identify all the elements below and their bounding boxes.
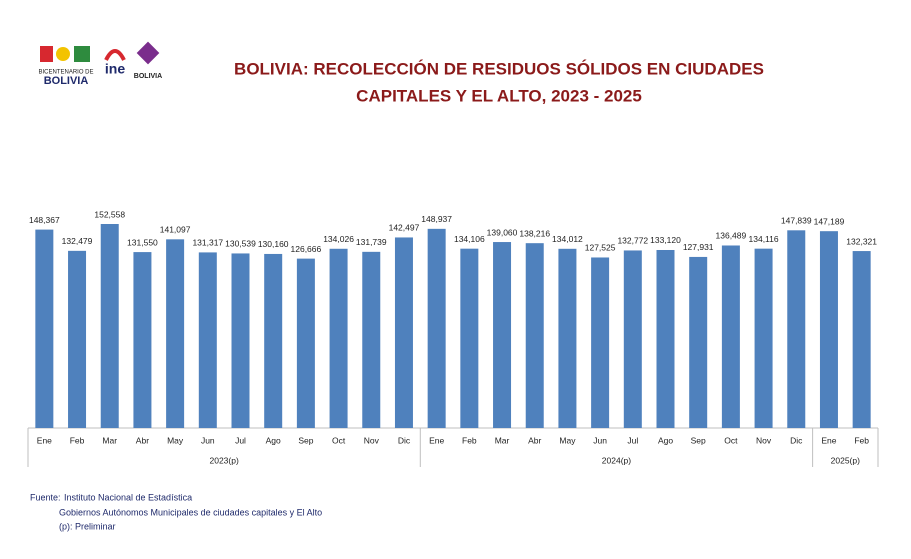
logo-text: BICENTENARIO DE: [38, 70, 93, 76]
bar: [198, 252, 217, 428]
source-text: Instituto Nacional de Estadística: [64, 492, 192, 502]
logo-block: [74, 46, 90, 62]
bar: [166, 239, 185, 428]
bar: [35, 229, 54, 428]
bar: [362, 251, 381, 428]
logo-arc: [104, 49, 126, 61]
bar: [68, 250, 87, 428]
value-label: 130,539: [225, 239, 256, 249]
x-tick-label: Ene: [429, 435, 444, 445]
value-label: 132,479: [62, 236, 93, 246]
bar: [427, 228, 446, 428]
bar: [133, 252, 152, 428]
bar: [623, 250, 642, 428]
x-tick-label: Sep: [691, 435, 706, 445]
x-tick-label: Oct: [332, 435, 346, 445]
x-tick-label: Ago: [266, 435, 281, 445]
bar: [656, 249, 675, 428]
x-tick-label: Abr: [528, 435, 541, 445]
bar: [721, 245, 740, 428]
x-tick-label: Mar: [495, 435, 510, 445]
value-label: 132,772: [617, 236, 648, 246]
value-label: 134,026: [323, 234, 354, 244]
value-label: 134,106: [454, 234, 485, 244]
x-tick-label: May: [167, 435, 184, 445]
bar: [754, 248, 773, 428]
value-label: 127,931: [683, 242, 714, 252]
value-label: 142,497: [389, 223, 420, 233]
x-tick-label: Nov: [756, 435, 772, 445]
value-label: 133,120: [650, 235, 681, 245]
value-label: 134,012: [552, 234, 583, 244]
value-label: 131,550: [127, 237, 158, 247]
value-label: 136,489: [716, 231, 747, 241]
x-tick-label: Jul: [627, 435, 638, 445]
bar: [100, 224, 119, 428]
bar: [264, 253, 283, 428]
bar: [231, 253, 250, 428]
chart-title: BOLIVIA: RECOLECCIÓN DE RESIDUOS SÓLIDOS…: [234, 59, 764, 78]
logo-text: BOLIVIA: [44, 75, 89, 87]
x-tick-label: Nov: [364, 435, 380, 445]
x-tick-label: Feb: [70, 435, 85, 445]
x-tick-label: Feb: [462, 435, 477, 445]
group-label: 2023(p): [209, 455, 238, 465]
bar: [558, 248, 577, 428]
source-text: Gobiernos Autónomos Municipales de ciuda…: [59, 507, 322, 517]
chart-title: CAPITALES Y EL ALTO, 2023 - 2025: [356, 86, 642, 105]
bar: [329, 248, 348, 428]
logos: BICENTENARIO DE BOLIVIA ine BOLIVIA: [38, 41, 162, 87]
value-label: 138,216: [519, 228, 550, 238]
value-label: 126,666: [291, 244, 322, 254]
x-tick-label: Ene: [821, 435, 836, 445]
x-tick-label: Oct: [724, 435, 738, 445]
logo-block: [40, 46, 53, 62]
logo-text: ine: [105, 61, 125, 77]
x-tick-label: Jun: [201, 435, 215, 445]
x-tick-label: Jun: [593, 435, 607, 445]
bar: [460, 248, 479, 428]
group-label: 2024(p): [602, 455, 631, 465]
x-tick-label: Feb: [854, 435, 869, 445]
x-tick-label: Ago: [658, 435, 673, 445]
group-label: 2025(p): [831, 455, 860, 465]
value-label: 147,839: [781, 216, 812, 226]
source-label: Fuente:: [30, 492, 61, 502]
x-tick-label: Abr: [136, 435, 149, 445]
logo-block: [56, 47, 70, 61]
value-label: 147,189: [814, 216, 845, 226]
logo-block: [136, 41, 160, 65]
value-label: 131,317: [192, 238, 223, 248]
value-label: 148,937: [421, 214, 452, 224]
x-tick-label: Sep: [298, 435, 313, 445]
value-label: 141,097: [160, 225, 191, 235]
note: (p): Preliminar: [59, 521, 116, 531]
x-tick-label: Dic: [398, 435, 411, 445]
value-label: 148,367: [29, 215, 60, 225]
bar: [787, 230, 806, 428]
x-tick-label: Ene: [37, 435, 52, 445]
x-tick-label: May: [559, 435, 576, 445]
logo-text: BOLIVIA: [134, 73, 162, 80]
value-label: 131,739: [356, 237, 387, 247]
value-label: 139,060: [487, 227, 518, 237]
value-label: 132,321: [846, 236, 877, 246]
value-label: 130,160: [258, 239, 289, 249]
x-tick-label: Dic: [790, 435, 803, 445]
bar: [689, 256, 708, 428]
bar: [525, 243, 544, 428]
bar: [591, 257, 610, 428]
value-label: 127,525: [585, 243, 616, 253]
x-tick-label: Jul: [235, 435, 246, 445]
value-label: 152,558: [94, 209, 125, 219]
bar: [819, 231, 838, 428]
bar: [493, 242, 512, 428]
bar: [852, 251, 871, 428]
bar: [394, 237, 413, 428]
value-label: 134,116: [749, 234, 779, 244]
bar: [296, 258, 315, 428]
x-tick-label: Mar: [102, 435, 117, 445]
